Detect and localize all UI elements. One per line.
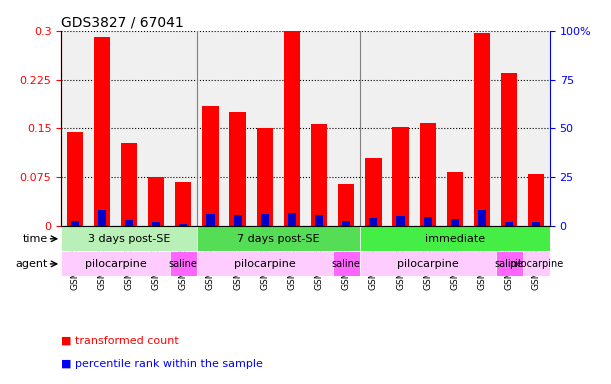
Bar [447,172,463,226]
Bar [261,214,269,226]
Text: immediate: immediate [425,234,485,244]
Bar [148,177,164,226]
Bar [532,222,540,226]
FancyBboxPatch shape [61,252,170,276]
Bar [528,174,544,226]
Bar [233,215,242,226]
Bar [451,219,459,226]
Bar [257,129,273,226]
Text: saline: saline [169,259,198,269]
FancyBboxPatch shape [170,252,197,276]
Bar [230,112,246,226]
FancyBboxPatch shape [523,252,550,276]
Bar [93,37,110,226]
Text: pilocarpine: pilocarpine [84,259,146,269]
FancyBboxPatch shape [197,226,360,252]
FancyBboxPatch shape [496,252,523,276]
FancyBboxPatch shape [61,226,197,252]
FancyBboxPatch shape [197,252,332,276]
Bar [284,31,300,226]
Text: GDS3827 / 67041: GDS3827 / 67041 [61,15,184,29]
Bar [365,158,381,226]
Bar [207,214,214,226]
Bar [175,182,191,226]
Bar [501,73,518,226]
Bar [152,222,160,226]
Text: 3 days post-SE: 3 days post-SE [88,234,170,244]
Text: ■ transformed count: ■ transformed count [61,336,179,346]
Bar [315,215,323,226]
Bar [342,221,350,226]
FancyBboxPatch shape [360,226,550,252]
Bar [397,217,404,226]
Bar [478,210,486,226]
Bar [392,127,409,226]
Bar [98,210,106,226]
Bar [71,221,79,226]
Text: saline: saline [332,259,360,269]
Text: agent: agent [15,259,48,269]
Text: pilocarpine: pilocarpine [509,259,563,269]
Text: saline: saline [495,259,524,269]
Text: pilocarpine: pilocarpine [397,259,459,269]
Bar [125,220,133,226]
Bar [67,132,83,226]
Bar [121,143,137,226]
Bar [423,217,432,226]
Bar [202,106,219,226]
FancyBboxPatch shape [360,252,496,276]
Text: 7 days post-SE: 7 days post-SE [237,234,320,244]
Bar [474,33,490,226]
Bar [505,222,513,226]
Bar [288,213,296,226]
Text: time: time [22,234,48,244]
Bar [369,218,378,226]
FancyBboxPatch shape [332,252,360,276]
Bar [420,123,436,226]
Bar [179,224,188,226]
Text: pilocarpine: pilocarpine [234,259,296,269]
Bar [338,184,354,226]
Bar [311,124,327,226]
Text: ■ percentile rank within the sample: ■ percentile rank within the sample [61,359,263,369]
